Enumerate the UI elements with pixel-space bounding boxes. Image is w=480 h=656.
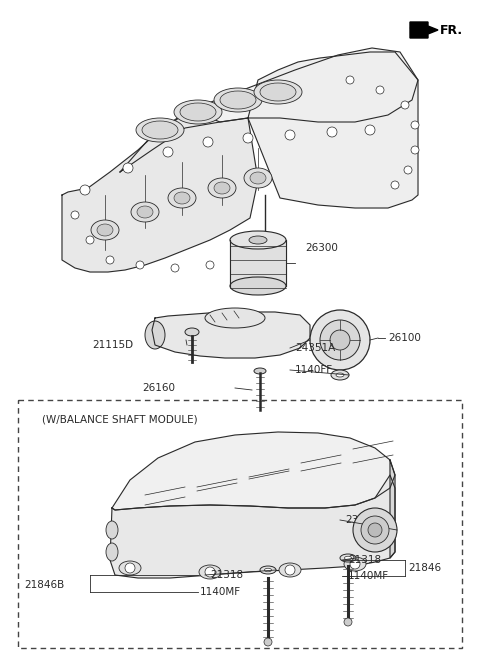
Text: 21318: 21318 [210,570,243,580]
Ellipse shape [106,521,118,539]
Polygon shape [248,52,418,208]
Text: 1140MF: 1140MF [200,587,241,597]
Circle shape [391,181,399,189]
Text: 23300: 23300 [345,515,378,525]
Ellipse shape [345,556,351,560]
Ellipse shape [254,368,266,374]
Circle shape [368,523,382,537]
Polygon shape [152,312,310,358]
Ellipse shape [264,568,272,572]
Ellipse shape [91,220,119,240]
Ellipse shape [142,121,178,139]
Ellipse shape [254,80,302,104]
Ellipse shape [205,308,265,328]
Ellipse shape [136,118,184,142]
Circle shape [205,567,215,577]
Circle shape [203,137,213,147]
Circle shape [350,559,360,569]
Text: (W/BALANCE SHAFT MODULE): (W/BALANCE SHAFT MODULE) [42,415,198,425]
Ellipse shape [168,188,196,208]
Ellipse shape [260,566,276,574]
Ellipse shape [174,100,222,124]
Circle shape [376,86,384,94]
Ellipse shape [331,370,349,380]
Ellipse shape [97,224,113,236]
Polygon shape [110,475,395,578]
Ellipse shape [249,236,267,244]
Text: 21115D: 21115D [92,340,133,350]
Circle shape [163,147,173,157]
Circle shape [404,166,412,174]
Ellipse shape [185,328,199,336]
Circle shape [80,185,90,195]
Polygon shape [120,48,418,172]
Circle shape [344,618,352,626]
Circle shape [106,256,114,264]
Ellipse shape [260,83,296,101]
Ellipse shape [214,182,230,194]
Circle shape [206,261,214,269]
Ellipse shape [174,192,190,204]
Ellipse shape [119,561,141,575]
Ellipse shape [106,543,118,561]
Text: 1140MF: 1140MF [348,571,389,581]
Ellipse shape [250,172,266,184]
Circle shape [123,163,133,173]
Circle shape [353,508,397,552]
Circle shape [330,330,350,350]
Ellipse shape [214,88,262,112]
Bar [18,400,462,648]
Text: 21846: 21846 [408,563,441,573]
Ellipse shape [208,178,236,198]
Text: FR.: FR. [440,24,463,37]
Circle shape [285,130,295,140]
Circle shape [86,236,94,244]
Polygon shape [112,432,395,510]
Text: 21318: 21318 [348,555,381,565]
Ellipse shape [344,557,366,571]
Circle shape [327,127,337,137]
Circle shape [361,516,389,544]
Polygon shape [390,460,395,558]
Circle shape [125,563,135,573]
Circle shape [411,146,419,154]
Text: 26160: 26160 [142,383,175,393]
Circle shape [71,211,79,219]
Circle shape [411,121,419,129]
Text: 1140FF: 1140FF [295,365,333,375]
Ellipse shape [279,563,301,577]
Text: 26300: 26300 [305,243,338,253]
Circle shape [346,76,354,84]
Ellipse shape [180,103,216,121]
Circle shape [243,133,253,143]
Circle shape [136,261,144,269]
Text: 21846B: 21846B [24,580,64,590]
Circle shape [365,125,375,135]
Ellipse shape [340,554,356,562]
Circle shape [310,310,370,370]
Circle shape [171,264,179,272]
Text: 26100: 26100 [388,333,421,343]
Ellipse shape [336,373,344,377]
Polygon shape [62,110,258,272]
Ellipse shape [137,206,153,218]
Circle shape [285,565,295,575]
Circle shape [320,320,360,360]
Circle shape [264,638,272,646]
Circle shape [401,101,409,109]
Text: 24351A: 24351A [295,343,335,353]
Polygon shape [230,240,286,286]
Ellipse shape [244,168,272,188]
Ellipse shape [199,565,221,579]
Ellipse shape [230,277,286,295]
Ellipse shape [230,231,286,249]
Polygon shape [410,22,438,38]
Ellipse shape [220,91,256,109]
Ellipse shape [131,202,159,222]
Ellipse shape [145,321,165,349]
